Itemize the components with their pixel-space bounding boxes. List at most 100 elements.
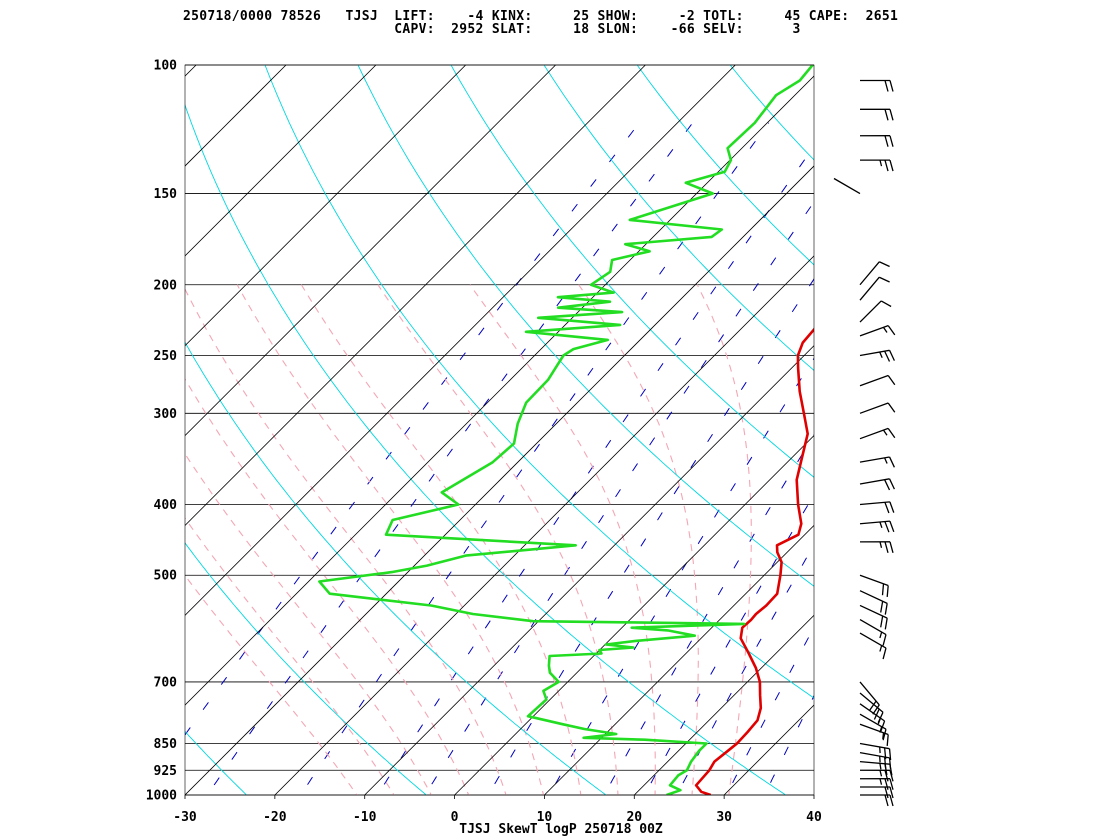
isotherm-line <box>634 614 814 795</box>
wind-barb <box>859 604 888 630</box>
moist-adiabat <box>185 288 507 795</box>
wind-barbs <box>833 79 896 807</box>
plot-frame <box>184 64 815 796</box>
wind-barb <box>859 349 895 362</box>
mixing-ratio-line <box>487 278 814 795</box>
wind-barb <box>859 135 894 147</box>
temperature-tick-label: 10 <box>537 810 553 825</box>
wind-barb <box>859 501 895 514</box>
isotherm-line <box>185 65 377 257</box>
wind-barb-full <box>881 583 885 596</box>
dry-adiabat-lines <box>185 49 1120 811</box>
wind-barb-full <box>889 541 894 553</box>
wind-barb-full <box>873 708 880 720</box>
wind-barb-half <box>879 645 883 652</box>
wind-barb-full <box>887 402 896 413</box>
wind-barb-full <box>884 778 889 790</box>
wind-barb-staff <box>859 276 880 301</box>
pressure-tick-label: 100 <box>154 59 178 74</box>
wind-barb-full <box>884 159 889 172</box>
pressure-tick-label: 925 <box>154 764 177 779</box>
wind-barb-full <box>884 502 890 514</box>
moist-adiabat <box>185 378 470 795</box>
wind-barb <box>860 794 894 807</box>
wind-barb-half <box>879 778 883 785</box>
wind-barb-full <box>887 325 896 336</box>
wind-barb-full <box>884 350 891 362</box>
moist-adiabat <box>236 284 545 795</box>
wind-barb-full <box>887 428 896 439</box>
header-line-1: 250718/0000 78526 TJSJ LIFT: -4 KINX: 25… <box>183 9 899 24</box>
wind-barb-staff <box>859 692 884 713</box>
wind-barb-full <box>884 770 889 782</box>
wind-barb-full <box>879 276 890 283</box>
dry-adiabat <box>992 49 1120 811</box>
wind-barb-half <box>879 763 882 770</box>
wind-barb-full <box>884 80 889 92</box>
isotherm-line <box>185 65 556 437</box>
isotherm-line <box>185 75 814 706</box>
moist-adiabat <box>185 517 395 795</box>
wind-barb-full <box>889 778 894 790</box>
isotherm-line <box>185 65 736 616</box>
pressure-tick-labels: 100 150 200 250 300 400 500 700 850 925 1000 <box>146 59 177 804</box>
dry-adiabat <box>185 730 248 795</box>
wind-barb <box>859 786 894 799</box>
pressure-tick-label: 850 <box>154 737 178 752</box>
wind-barb-full <box>882 647 887 660</box>
wind-barb-half <box>884 457 888 464</box>
wind-barb-full <box>872 704 880 715</box>
wind-barb <box>859 742 892 761</box>
moist-adiabat <box>300 284 582 795</box>
wind-barb-full <box>888 478 895 490</box>
dewpoint-profile <box>318 65 814 795</box>
mixing-ratio-lines <box>185 122 814 795</box>
wind-barb <box>859 108 894 121</box>
wind-barb-staff <box>859 374 889 387</box>
wind-barb-full <box>889 159 894 172</box>
wind-barb-half <box>879 521 883 529</box>
wind-barb-full <box>889 501 895 513</box>
wind-barb-full <box>889 80 894 92</box>
dry-adiabat <box>543 65 814 371</box>
wind-barb-full <box>880 300 892 308</box>
header-line-2: CAPV: 2952 SLAT: 18 SLON: -66 SELV: 3 <box>183 22 801 37</box>
temperature-tick-label: -20 <box>263 810 287 825</box>
pressure-tick-label: 250 <box>154 349 178 364</box>
wind-barb-full <box>884 109 889 121</box>
wind-barb-staff <box>859 604 888 619</box>
mixing-ratio-line <box>206 122 694 795</box>
wind-barb-full <box>884 521 890 533</box>
pressure-tick-label: 150 <box>154 187 178 202</box>
mixing-ratio-line <box>603 433 814 795</box>
wind-barb-full <box>888 748 892 761</box>
wind-barb-full <box>884 794 889 807</box>
wind-barb <box>859 159 894 172</box>
wind-barb <box>859 574 889 597</box>
temperature-tick-label: 0 <box>451 810 459 825</box>
wind-barb-staff <box>859 402 889 414</box>
mixing-ratio-line <box>424 201 814 795</box>
wind-barb-full <box>889 135 894 147</box>
wind-barb <box>859 402 896 414</box>
wind-barb-staff <box>859 478 890 485</box>
wind-barb-full <box>882 634 887 646</box>
isotherm-line <box>723 704 814 795</box>
temperature-profile <box>694 327 814 795</box>
wind-barb-half <box>879 541 883 548</box>
wind-barb-full <box>889 786 894 799</box>
isotherm-line <box>185 65 646 526</box>
pressure-tick-label: 700 <box>154 675 178 690</box>
dry-adiabat <box>185 341 607 795</box>
wind-barb <box>859 618 887 646</box>
wind-barb-half <box>882 326 888 333</box>
temperature-tick-label: -30 <box>173 810 197 825</box>
wind-barb <box>859 723 889 746</box>
wind-barb-full <box>889 109 894 121</box>
wind-barb <box>859 590 888 615</box>
wind-barb <box>859 632 887 660</box>
wind-barb <box>859 456 895 468</box>
wind-barb <box>859 374 896 387</box>
wind-barb-full <box>883 747 887 760</box>
